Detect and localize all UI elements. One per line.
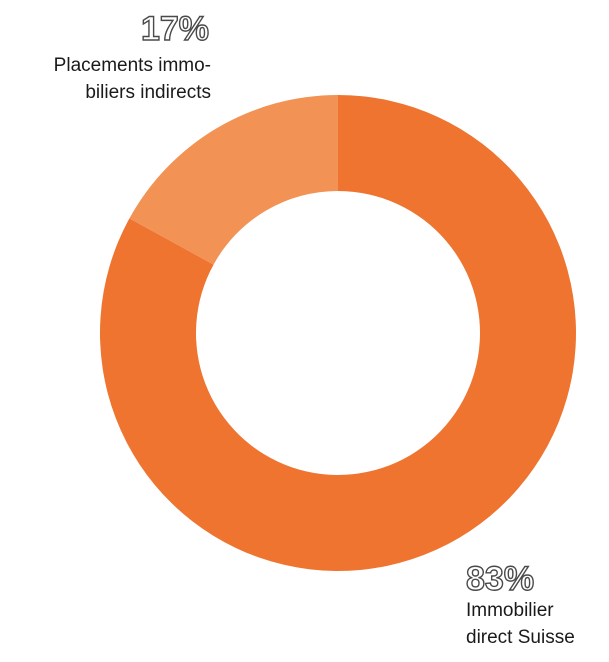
slice-label-direct: Immobilier direct Suisse — [466, 597, 575, 651]
slice-label-line: direct Suisse — [466, 627, 575, 648]
donut-slice-indirect — [129, 95, 338, 265]
slice-label-line: Placements immo- — [53, 55, 211, 76]
slice-percent-label-direct: 83% — [465, 560, 535, 598]
slice-label-line: Immobilier — [466, 600, 554, 621]
slice-label-indirect: Placements immo- biliers indirects — [54, 52, 211, 106]
donut-slice-direct — [100, 95, 576, 571]
slice-label-line: biliers indirects — [85, 82, 211, 103]
slice-percent-label-indirect: 17% — [140, 10, 209, 48]
donut-slices — [100, 95, 576, 571]
